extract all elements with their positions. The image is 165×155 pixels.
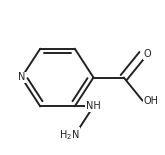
Text: N: N (18, 73, 25, 82)
Text: NH: NH (86, 101, 101, 111)
Text: OH: OH (144, 95, 159, 106)
Text: H$_2$N: H$_2$N (59, 128, 79, 142)
Text: O: O (144, 49, 151, 60)
